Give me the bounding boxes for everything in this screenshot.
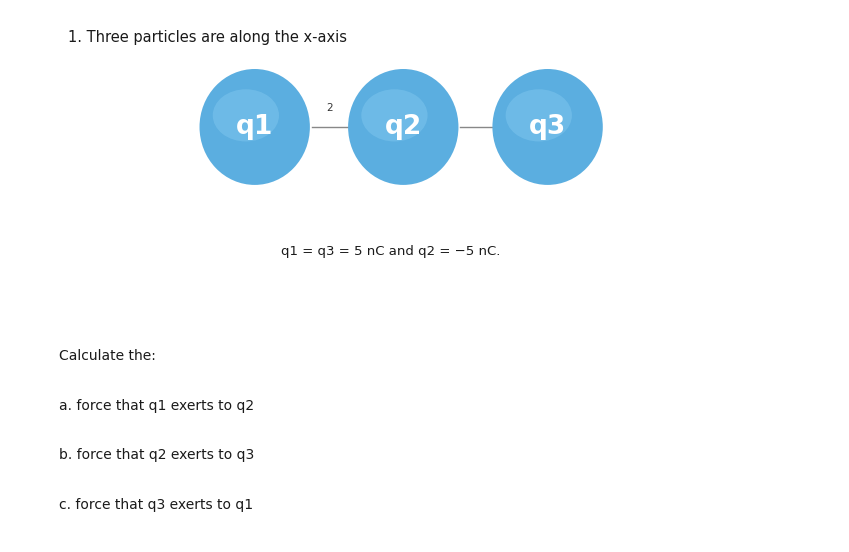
Text: c. force that q3 exerts to q1: c. force that q3 exerts to q1: [59, 498, 254, 512]
Ellipse shape: [213, 89, 279, 141]
Text: q2: q2: [385, 114, 422, 140]
Ellipse shape: [200, 69, 310, 185]
Text: b. force that q2 exerts to q3: b. force that q2 exerts to q3: [59, 448, 255, 463]
Ellipse shape: [506, 89, 572, 141]
Text: Calculate the:: Calculate the:: [59, 349, 156, 363]
Text: q1: q1: [236, 114, 273, 140]
Ellipse shape: [348, 69, 458, 185]
Text: 1. Three particles are along the x-axis: 1. Three particles are along the x-axis: [68, 30, 347, 45]
Ellipse shape: [492, 69, 603, 185]
Text: a. force that q1 exerts to q2: a. force that q1 exerts to q2: [59, 399, 255, 413]
Ellipse shape: [362, 89, 428, 141]
Text: 2: 2: [326, 103, 333, 113]
Text: q1 = q3 = 5 nC and q2 = −5 nC.: q1 = q3 = 5 nC and q2 = −5 nC.: [281, 245, 500, 258]
Text: q3: q3: [529, 114, 566, 140]
